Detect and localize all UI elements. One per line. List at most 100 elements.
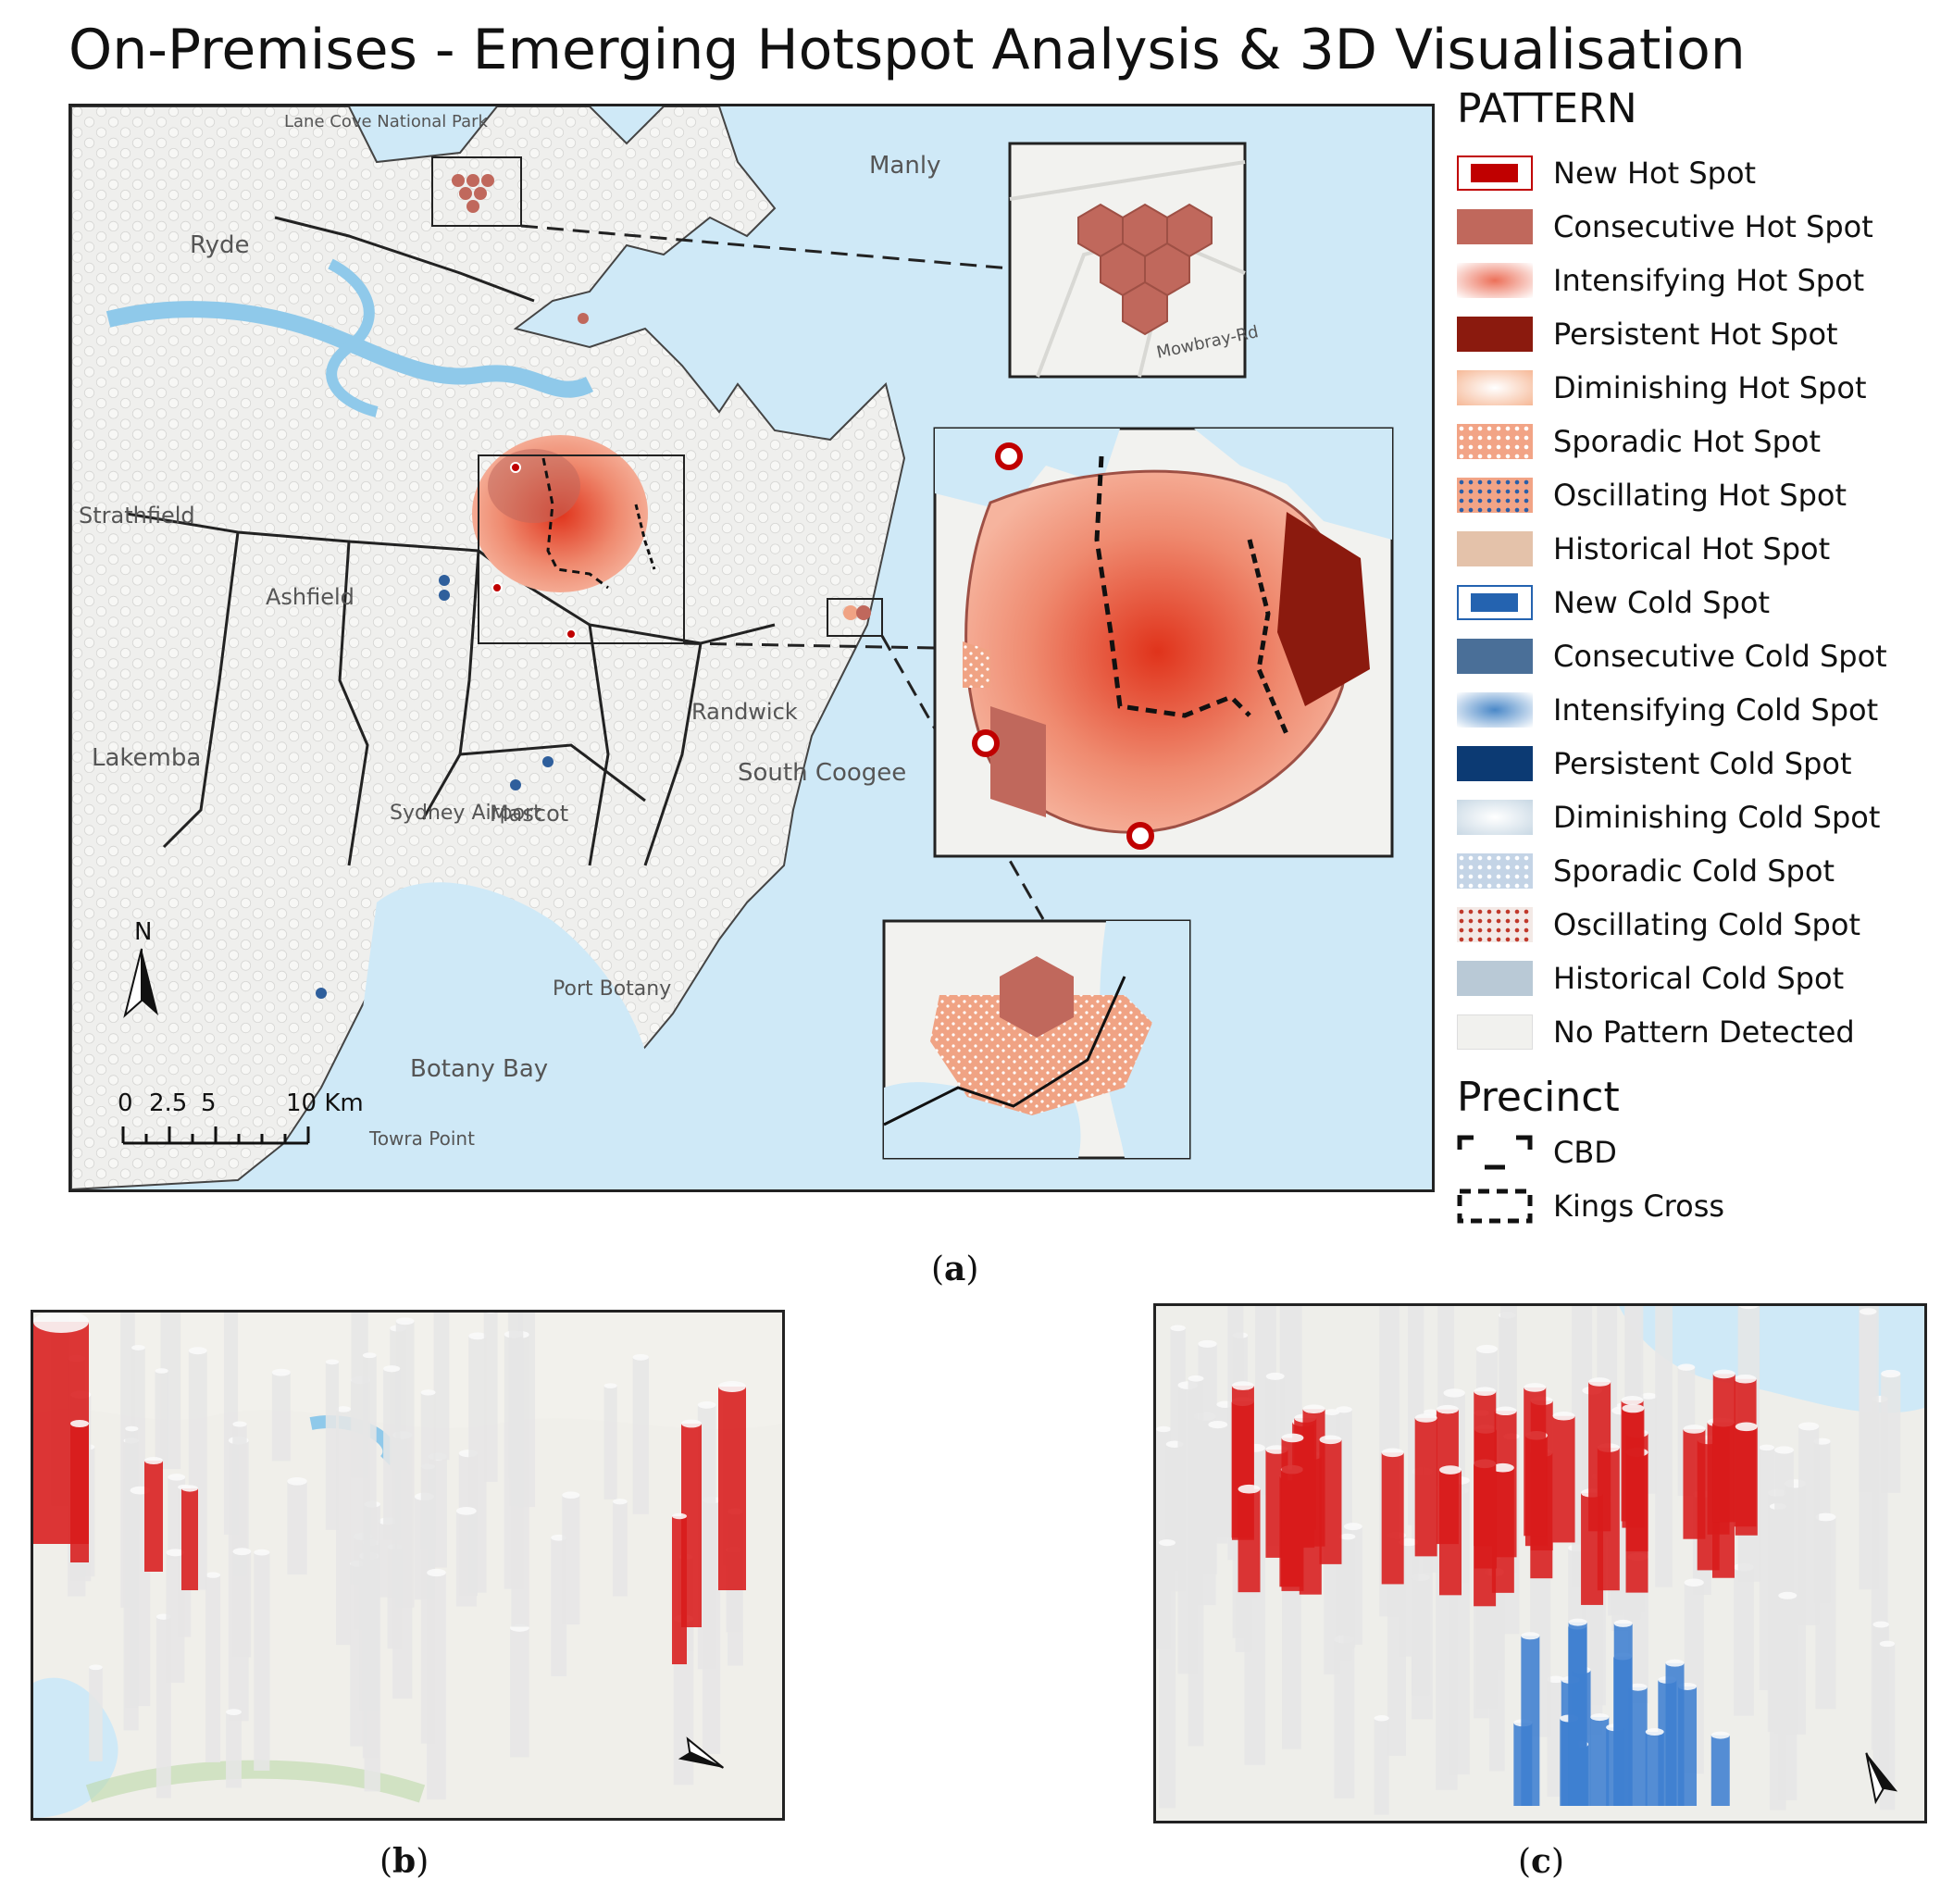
grey-column-top <box>254 1549 270 1556</box>
grey-column-top <box>168 1474 186 1481</box>
hot-column <box>144 1461 163 1572</box>
legend-label: Oscillating Cold Spot <box>1553 907 1860 942</box>
grey-column-top <box>1778 1591 1798 1599</box>
grey-column-top <box>1774 1446 1794 1454</box>
cold-column <box>1521 1636 1540 1806</box>
grey-column <box>433 1313 450 1461</box>
grey-column <box>166 1552 185 1683</box>
legend-label: Consecutive Cold Spot <box>1553 639 1887 674</box>
grey-column <box>232 1551 252 1658</box>
grey-column-top <box>155 1368 168 1374</box>
grey-column <box>613 1501 628 1597</box>
grey-column <box>395 1321 415 1608</box>
grey-column-top <box>383 1365 401 1373</box>
grey-column-top <box>1339 1533 1356 1540</box>
cold-column-top <box>1590 1713 1610 1722</box>
scale-tick-0: 0 <box>118 1089 133 1117</box>
grey-column <box>271 1372 291 1462</box>
legend-swatch-persistent-cold-spot <box>1457 746 1533 781</box>
grey-column-top <box>89 1664 103 1671</box>
legend-label: Intensifying Hot Spot <box>1553 263 1865 298</box>
hot-column <box>718 1387 746 1590</box>
grey-column <box>1339 1537 1356 1649</box>
grey-column-top <box>1547 1675 1565 1684</box>
hot-column-top <box>1438 1465 1462 1475</box>
grey-column-top <box>395 1317 415 1325</box>
panel-b-3d-view <box>31 1310 785 1821</box>
cold-column <box>1710 1735 1730 1806</box>
legend-swatch-intensifying-hot-spot <box>1457 263 1533 298</box>
panel-b-north-arrow-icon <box>678 1736 725 1769</box>
grey-column <box>336 1409 352 1646</box>
grey-column <box>420 1392 436 1550</box>
legend-swatch-historical-hot-spot <box>1457 531 1533 566</box>
grey-column <box>632 1357 649 1514</box>
grey-column-top <box>188 1347 207 1355</box>
grey-column <box>483 1313 498 1482</box>
cold-column <box>1628 1686 1648 1806</box>
hot-column-top <box>1712 1369 1735 1379</box>
hot-column <box>1414 1417 1437 1557</box>
legend-precinct-title: Precinct <box>1457 1074 1620 1121</box>
hot-column <box>672 1516 687 1664</box>
grey-column <box>1655 1306 1673 1587</box>
grey-column-top <box>1677 1363 1696 1371</box>
cold-column <box>1613 1623 1633 1806</box>
cold-column-top <box>1521 1632 1540 1640</box>
inset-north: Mowbray-Rd <box>1008 142 1260 379</box>
cold-column-top <box>1645 1728 1664 1736</box>
grey-column-top <box>1859 1308 1877 1315</box>
legend-label: Diminishing Cold Spot <box>1553 800 1881 835</box>
caption-b: (b) <box>379 1842 429 1881</box>
grey-column <box>510 1627 529 1758</box>
towra-point-label: Towra Point <box>368 1127 475 1150</box>
legend-swatch-new-hot-spot <box>1457 156 1533 191</box>
hot-column-top <box>1474 1387 1497 1396</box>
grey-column-top <box>1265 1372 1285 1380</box>
hot-column <box>1588 1381 1611 1532</box>
grey-column <box>1798 1425 1820 1625</box>
legend-label: Consecutive Hot Spot <box>1553 209 1873 244</box>
legend-swatch-consecutive-cold-spot <box>1457 639 1533 674</box>
legend-swatch-sporadic-cold-spot <box>1457 853 1533 889</box>
cbd-hotspot-cluster <box>472 435 656 640</box>
scale-tick-10km: 10 Km <box>286 1089 364 1117</box>
north-arrow-icon: N <box>123 918 158 1018</box>
grey-column <box>1208 1425 1228 1544</box>
cold-column <box>1568 1622 1587 1806</box>
grey-column-top <box>1170 1325 1186 1332</box>
figure-title: On-Premises - Emerging Hotspot Analysis … <box>68 18 1746 82</box>
hot-column-top <box>1552 1411 1575 1421</box>
grey-column <box>427 1573 446 1800</box>
grey-column-top <box>1640 1392 1658 1400</box>
grey-column <box>697 1404 716 1670</box>
hot-column-top <box>1381 1448 1404 1458</box>
hot-column-top <box>1302 1404 1325 1413</box>
cold-column-top <box>1665 1659 1685 1667</box>
grey-column-top <box>1443 1388 1465 1398</box>
hot-column <box>1712 1374 1735 1523</box>
legend-swatch-diminishing-cold-spot <box>1457 800 1533 835</box>
grey-column <box>383 1368 401 1540</box>
ryde-label: Ryde <box>190 231 250 259</box>
panel-b-canvas <box>33 1313 782 1818</box>
legend-label: Oscillating Hot Spot <box>1553 478 1847 513</box>
hot-column <box>70 1424 89 1562</box>
hot-column-top <box>144 1457 163 1464</box>
legend-label: Historical Hot Spot <box>1553 531 1831 566</box>
svg-text:N: N <box>134 918 152 946</box>
map-canvas: Mowbray-Rd Manly <box>71 106 1432 1189</box>
grey-column <box>155 1370 168 1465</box>
grey-column-top <box>1759 1444 1774 1451</box>
grey-column <box>226 1711 242 1788</box>
cold-column-top <box>1613 1619 1633 1627</box>
grey-column-top <box>427 1568 446 1577</box>
legend-item-persistent-hot-spot: Persistent Hot Spot <box>1457 307 1938 361</box>
legend-label: Historical Cold Spot <box>1553 961 1845 996</box>
hotspot-map[interactable]: Mowbray-Rd Manly <box>68 104 1435 1192</box>
legend-item-no-pattern-detected: No Pattern Detected <box>1457 1005 1938 1059</box>
legend-swatch-sporadic-hot-spot <box>1457 424 1533 459</box>
grey-column <box>1881 1374 1901 1493</box>
legend-item-consecutive-cold-spot: Consecutive Cold Spot <box>1457 629 1938 683</box>
grey-column-top <box>562 1491 580 1500</box>
